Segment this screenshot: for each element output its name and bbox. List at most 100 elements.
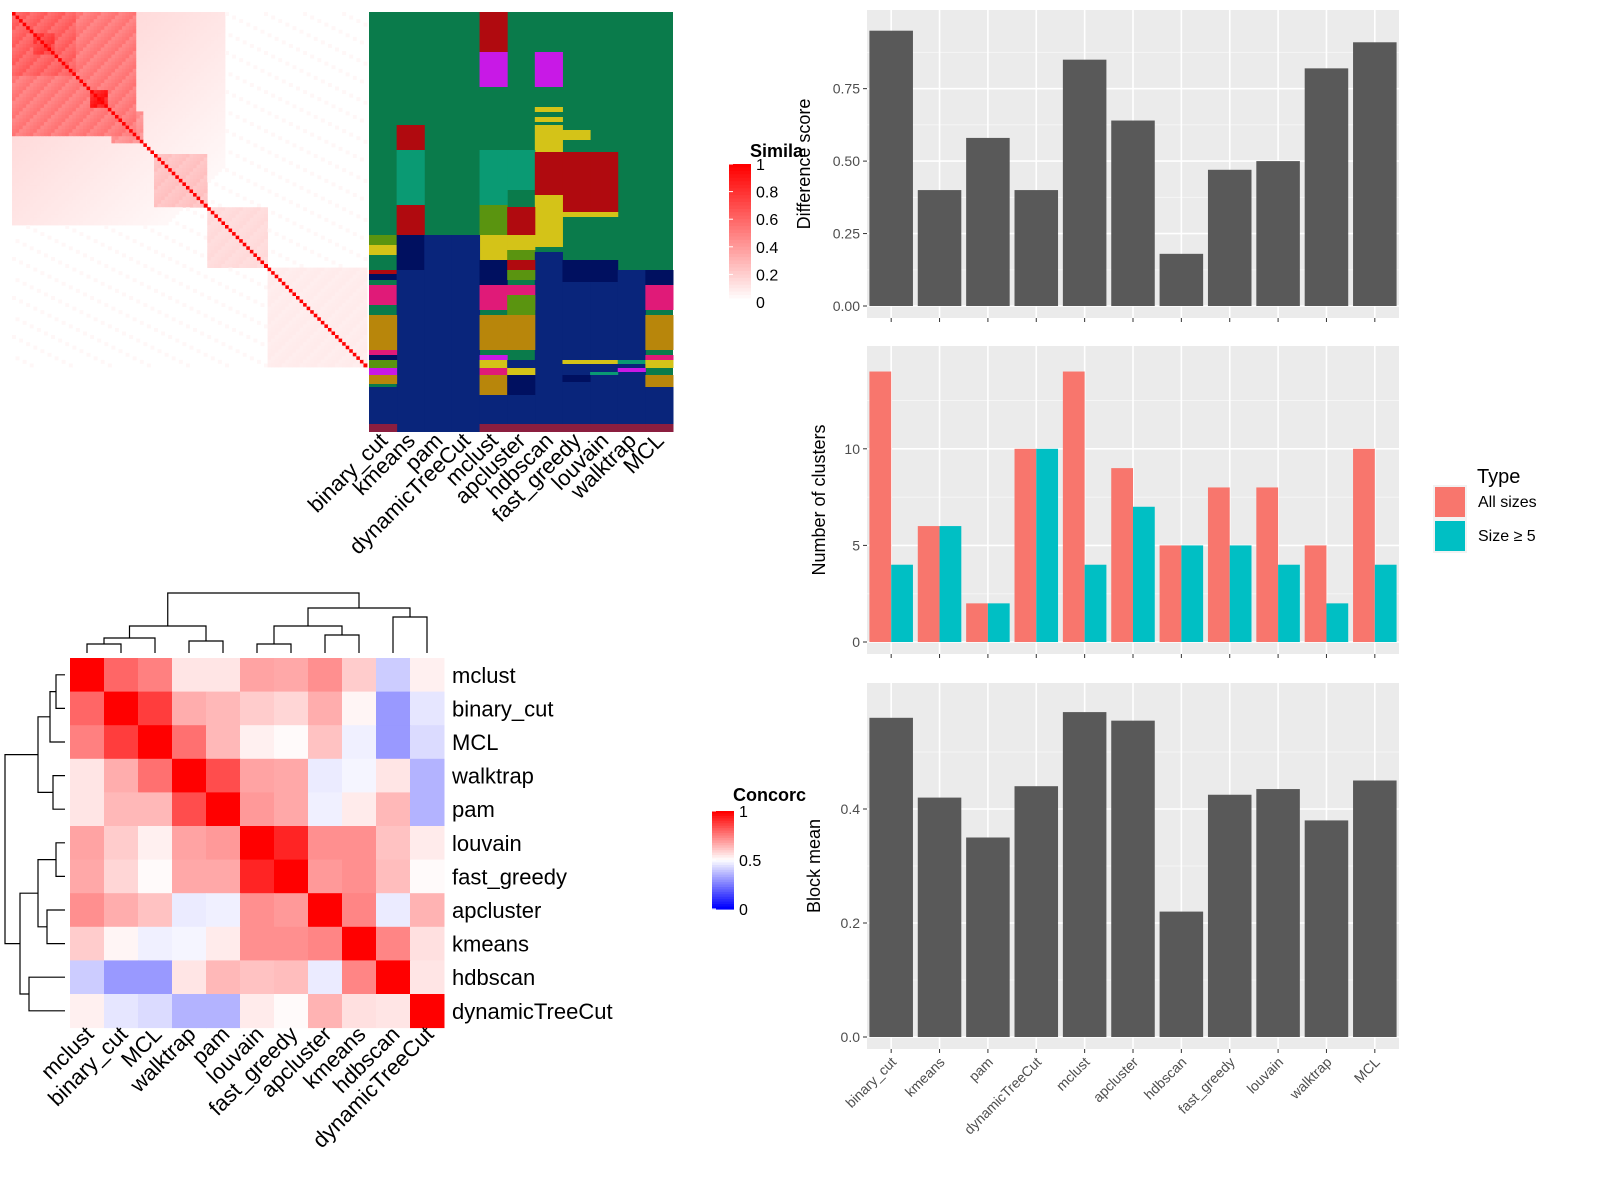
similarity-cell bbox=[90, 207, 95, 212]
similarity-cell bbox=[200, 107, 205, 112]
similarity-cell bbox=[154, 327, 158, 332]
similarity-cell bbox=[104, 51, 109, 55]
similarity-cell bbox=[349, 278, 354, 283]
similarity-cell bbox=[200, 36, 205, 41]
similarity-cell bbox=[129, 168, 134, 173]
similarity-cell bbox=[12, 125, 16, 130]
similarity-cell bbox=[65, 193, 70, 197]
similarity-cell bbox=[200, 164, 205, 169]
similarity-cell bbox=[43, 217, 48, 222]
similarity-cell bbox=[139, 154, 144, 158]
similarity-cell bbox=[15, 19, 20, 24]
similarity-cell bbox=[43, 65, 48, 70]
similarity-cell bbox=[214, 221, 219, 226]
similarity-cell bbox=[200, 22, 205, 27]
similarity-cell bbox=[203, 65, 208, 70]
similarity-cell bbox=[90, 12, 95, 16]
similarity-cell bbox=[22, 68, 27, 73]
similarity-cell bbox=[335, 164, 339, 169]
similarity-cell bbox=[58, 171, 63, 176]
similarity-cell bbox=[118, 349, 123, 354]
similarity-cell bbox=[221, 26, 226, 31]
similarity-cell bbox=[349, 310, 354, 315]
similarity-cell bbox=[182, 161, 187, 166]
similarity-cell bbox=[97, 100, 102, 105]
similarity-cell bbox=[136, 207, 141, 212]
similarity-cell bbox=[278, 285, 283, 290]
similarity-cell bbox=[207, 122, 212, 126]
similarity-cell bbox=[342, 327, 347, 332]
similarity-cell bbox=[214, 72, 219, 77]
similarity-cell bbox=[352, 338, 357, 343]
similarity-cell bbox=[61, 200, 66, 205]
similarity-cell bbox=[185, 22, 190, 27]
similarity-cell bbox=[79, 349, 84, 354]
similarity-cell bbox=[281, 349, 286, 354]
similarity-cell bbox=[86, 86, 91, 91]
similarity-cell bbox=[19, 146, 24, 151]
similarity-cell bbox=[175, 43, 180, 48]
similarity-cell bbox=[118, 65, 123, 70]
similarity-cell bbox=[100, 90, 105, 95]
similarity-cell bbox=[125, 164, 130, 169]
similarity-cell bbox=[15, 51, 20, 55]
similarity-cell bbox=[97, 58, 102, 63]
similarity-cell bbox=[207, 178, 212, 183]
similarity-cell bbox=[189, 139, 194, 144]
similarity-cell bbox=[26, 75, 31, 80]
similarity-cell bbox=[97, 164, 102, 169]
similarity-cell bbox=[26, 19, 31, 24]
similarity-cell bbox=[114, 249, 119, 254]
similarity-cell bbox=[12, 256, 16, 261]
similarity-cell bbox=[356, 303, 361, 308]
similarity-cell bbox=[320, 296, 325, 300]
similarity-cell bbox=[139, 200, 144, 205]
similarity-cell bbox=[203, 61, 208, 66]
similarity-cell bbox=[90, 136, 95, 141]
similarity-cell bbox=[33, 29, 38, 34]
similarity-cell bbox=[193, 210, 197, 215]
similarity-cell bbox=[193, 104, 197, 109]
similarity-cell bbox=[114, 185, 119, 190]
similarity-cell bbox=[161, 146, 166, 151]
similarity-cell bbox=[47, 111, 52, 116]
similarity-cell bbox=[29, 79, 34, 84]
similarity-cell bbox=[65, 43, 70, 48]
similarity-cell bbox=[239, 210, 244, 215]
similarity-cell bbox=[51, 125, 55, 130]
similarity-cell bbox=[193, 47, 197, 52]
similarity-cell bbox=[58, 299, 63, 304]
similarity-cell bbox=[129, 22, 134, 27]
similarity-cell bbox=[210, 249, 215, 254]
similarity-cell bbox=[349, 331, 354, 336]
similarity-cell bbox=[139, 65, 144, 70]
similarity-cell bbox=[225, 12, 229, 16]
similarity-cell bbox=[143, 104, 148, 109]
similarity-cell bbox=[345, 72, 350, 77]
similarity-cell bbox=[203, 139, 208, 144]
similarity-cell bbox=[51, 214, 55, 219]
similarity-cell bbox=[125, 154, 130, 158]
similarity-cell bbox=[356, 267, 361, 272]
similarity-cell bbox=[26, 178, 31, 183]
similarity-cell bbox=[146, 107, 151, 112]
similarity-cell bbox=[260, 239, 265, 244]
similarity-cell bbox=[75, 249, 80, 254]
similarity-cell bbox=[139, 36, 144, 41]
similarity-cell bbox=[15, 356, 20, 361]
similarity-cell bbox=[182, 225, 187, 229]
similarity-cell bbox=[61, 281, 66, 286]
similarity-cell bbox=[221, 79, 226, 84]
similarity-cell bbox=[146, 125, 151, 130]
similarity-cell bbox=[146, 19, 151, 24]
similarity-cell bbox=[189, 182, 194, 187]
similarity-cell bbox=[136, 61, 141, 66]
similarity-cell bbox=[86, 221, 91, 226]
similarity-cell bbox=[65, 61, 70, 66]
similarity-cell bbox=[26, 15, 31, 20]
similarity-cell bbox=[19, 210, 24, 215]
similarity-cell bbox=[139, 75, 144, 80]
similarity-cell bbox=[161, 125, 166, 130]
similarity-cell bbox=[175, 68, 180, 73]
similarity-cell bbox=[193, 54, 197, 59]
